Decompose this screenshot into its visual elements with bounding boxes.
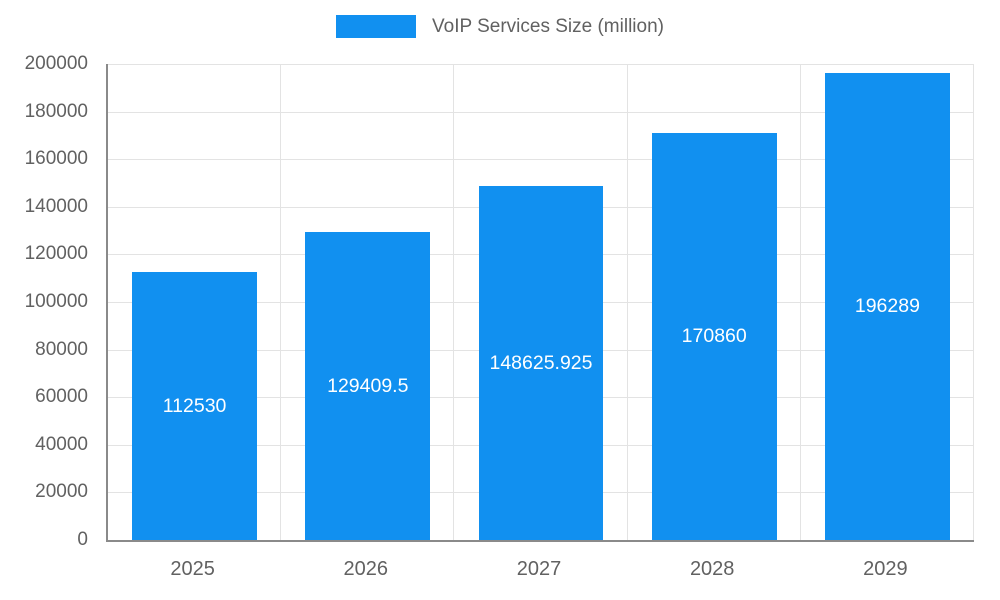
x-tick-label: 2025: [170, 558, 215, 580]
x-tick-label: 2026: [343, 558, 389, 580]
bar-2026: 129409.5: [305, 232, 431, 540]
y-tick-label: 140000: [24, 195, 88, 217]
bar-2027: 148625.925: [478, 186, 604, 540]
bar-value-label: 148625.925: [489, 351, 593, 374]
y-tick-label: 20000: [35, 481, 88, 503]
bar-2029: 196289: [825, 72, 950, 540]
y-tick-label: 200000: [24, 53, 88, 74]
y-tick-label: 0: [77, 529, 88, 550]
v-gridline: [453, 64, 455, 540]
x-tick-label: 2027: [516, 558, 562, 580]
chart-legend: VoIP Services Size (million): [0, 15, 1000, 38]
y-axis: 0 20000 40000 60000 80000 100000 120000 140000 1…: [0, 53, 96, 550]
y-tick-label: 60000: [35, 386, 88, 408]
bar-2025: 112530: [132, 272, 257, 540]
y-tick-label: 180000: [24, 100, 88, 122]
y-tick-label: 40000: [35, 433, 88, 455]
bar-value-label: 112530: [162, 394, 227, 417]
h-gridline: [108, 159, 974, 161]
v-gridline: [973, 64, 974, 540]
bar-value-label: 196289: [854, 294, 920, 317]
x-axis: 2025 2026 2027 2028 2029: [106, 558, 972, 590]
h-gridline: [108, 64, 974, 65]
bar-2028: 170860: [651, 133, 777, 540]
v-gridline: [280, 64, 282, 540]
legend-color-swatch: [336, 15, 417, 38]
bar-value-label: 129409.5: [327, 374, 409, 397]
plot-area: 112530 129409.5 148625.925 170860 196289: [106, 64, 974, 542]
x-tick-label: 2028: [689, 558, 735, 580]
y-tick-label: 160000: [24, 148, 88, 170]
h-gridline: [108, 111, 974, 113]
x-tick-label: 2029: [863, 558, 908, 580]
legend-label: VoIP Services Size (million): [432, 15, 664, 37]
bar-value-label: 170860: [681, 325, 747, 348]
v-gridline: [626, 64, 628, 540]
y-tick-label: 100000: [24, 291, 88, 312]
y-tick-label: 80000: [35, 338, 88, 360]
y-tick-label: 120000: [24, 243, 88, 265]
v-gridline: [799, 64, 801, 540]
